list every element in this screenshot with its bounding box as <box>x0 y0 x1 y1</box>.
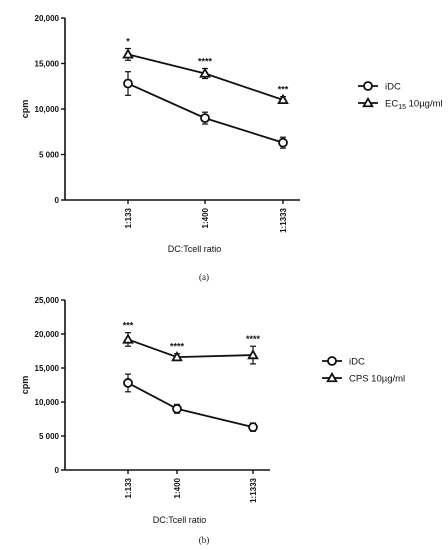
legend-marker-circle <box>327 356 337 366</box>
legend-label: EC15 10µg/ml <box>385 99 443 112</box>
series-line <box>127 338 254 359</box>
y-tick-label: 20,000 <box>35 330 60 339</box>
y-tick-label: 20,000 <box>35 14 60 23</box>
x-axis-label: DC:Tcell ratio <box>168 244 222 254</box>
legend-label-name: EC <box>385 99 398 110</box>
legend-label-name: CPS 10µg/ml <box>349 374 405 385</box>
x-tick-label: 1:133 <box>124 477 133 498</box>
data-point-circle <box>248 422 258 433</box>
y-axis-label: cpm <box>20 100 30 119</box>
x-tick-label: 1:400 <box>201 207 210 228</box>
x-tick-label: 1:133 <box>124 207 133 228</box>
data-point-circle <box>200 113 210 123</box>
legend-label-name: iDC <box>385 82 401 93</box>
y-tick-label: 5 000 <box>39 432 60 441</box>
y-tick-label: 5 000 <box>39 151 60 160</box>
series-line <box>127 382 254 429</box>
chart-panel-b: 0 5 000 10,000 15,000 20,000 25,000 cpm 1:133 1:… <box>20 296 405 545</box>
x-tick-label: 1:400 <box>173 477 182 498</box>
legend-marker-triangle <box>362 96 374 108</box>
legend-label-name: iDC <box>349 357 365 368</box>
significance-label: * <box>126 36 130 46</box>
y-tick-label: 25,000 <box>35 296 60 305</box>
y-tick-label: 15,000 <box>35 60 60 69</box>
y-axis-label: cpm <box>20 376 30 395</box>
chart-panel-a: 0 5 000 10,000 15,000 20,000 cpm 1:133 1:400 1:1… <box>20 14 443 282</box>
panel-label: (b) <box>199 535 210 545</box>
y-tick-label: 15,000 <box>35 364 60 373</box>
x-tick-label: 1:1333 <box>249 477 258 502</box>
data-point-triangle <box>171 351 183 362</box>
legend-label: iDC <box>385 82 401 93</box>
x-tick-label: 1:1333 <box>279 207 288 232</box>
legend-label: CPS 10µg/ml <box>349 374 405 385</box>
significance-label: *** <box>278 85 289 95</box>
data-point-circle <box>172 403 182 414</box>
y-tick-label: 10,000 <box>35 398 60 407</box>
data-point-triangle <box>277 93 289 105</box>
legend-label-rest: 10µg/ml <box>406 99 443 110</box>
data-point-triangle <box>122 48 134 59</box>
data-point-circle <box>123 78 133 89</box>
data-point-triangle <box>122 333 134 344</box>
significance-label: **** <box>198 57 213 67</box>
significance-label: **** <box>170 342 185 352</box>
significance-label: **** <box>246 334 261 344</box>
y-tick-label: 10,000 <box>35 105 60 114</box>
legend-marker-triangle <box>326 371 338 383</box>
significance-label: *** <box>123 321 134 331</box>
legend-marker-circle <box>363 81 373 91</box>
data-point-circle <box>278 137 288 148</box>
x-axis-label: DC:Tcell ratio <box>153 515 207 525</box>
y-tick-label: 0 <box>55 466 60 475</box>
y-tick-label: 0 <box>55 196 60 205</box>
panel-label: (a) <box>199 272 209 282</box>
data-point-triangle <box>247 348 259 360</box>
legend-label-subscript: 15 <box>398 104 406 111</box>
legend-label: iDC <box>349 357 365 368</box>
data-point-triangle <box>199 67 211 78</box>
data-point-circle <box>123 378 133 388</box>
